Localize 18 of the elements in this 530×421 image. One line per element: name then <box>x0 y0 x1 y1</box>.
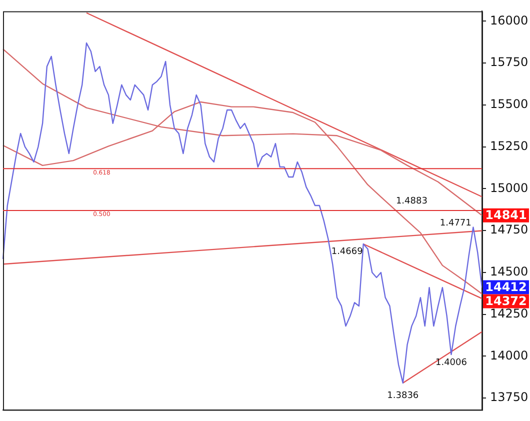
annotation: 1.4883 <box>396 196 428 207</box>
text: 14372 <box>485 294 527 308</box>
y-tick-label: 14000 <box>490 348 528 362</box>
annotation: 1.4771 <box>440 218 472 228</box>
y-tick-label: 15250 <box>490 138 528 153</box>
y-tick-label: 15750 <box>490 55 528 70</box>
y-tick-label: 15000 <box>490 180 528 195</box>
y-tick-label: 14500 <box>490 264 528 279</box>
y-tick-label: 15500 <box>490 97 528 112</box>
y-tick-label: 13750 <box>490 390 528 404</box>
annotation: 1.4006 <box>435 358 468 368</box>
text: 14841 <box>485 208 527 222</box>
y-tick-label: 16000 <box>490 13 528 28</box>
annotation: 1.3836 <box>387 390 419 401</box>
y-tick-label: 14250 <box>490 306 528 320</box>
annotation: 1.4669 <box>331 246 364 257</box>
text: 14412 <box>485 280 527 294</box>
y-tick-label: 14750 <box>490 222 528 237</box>
